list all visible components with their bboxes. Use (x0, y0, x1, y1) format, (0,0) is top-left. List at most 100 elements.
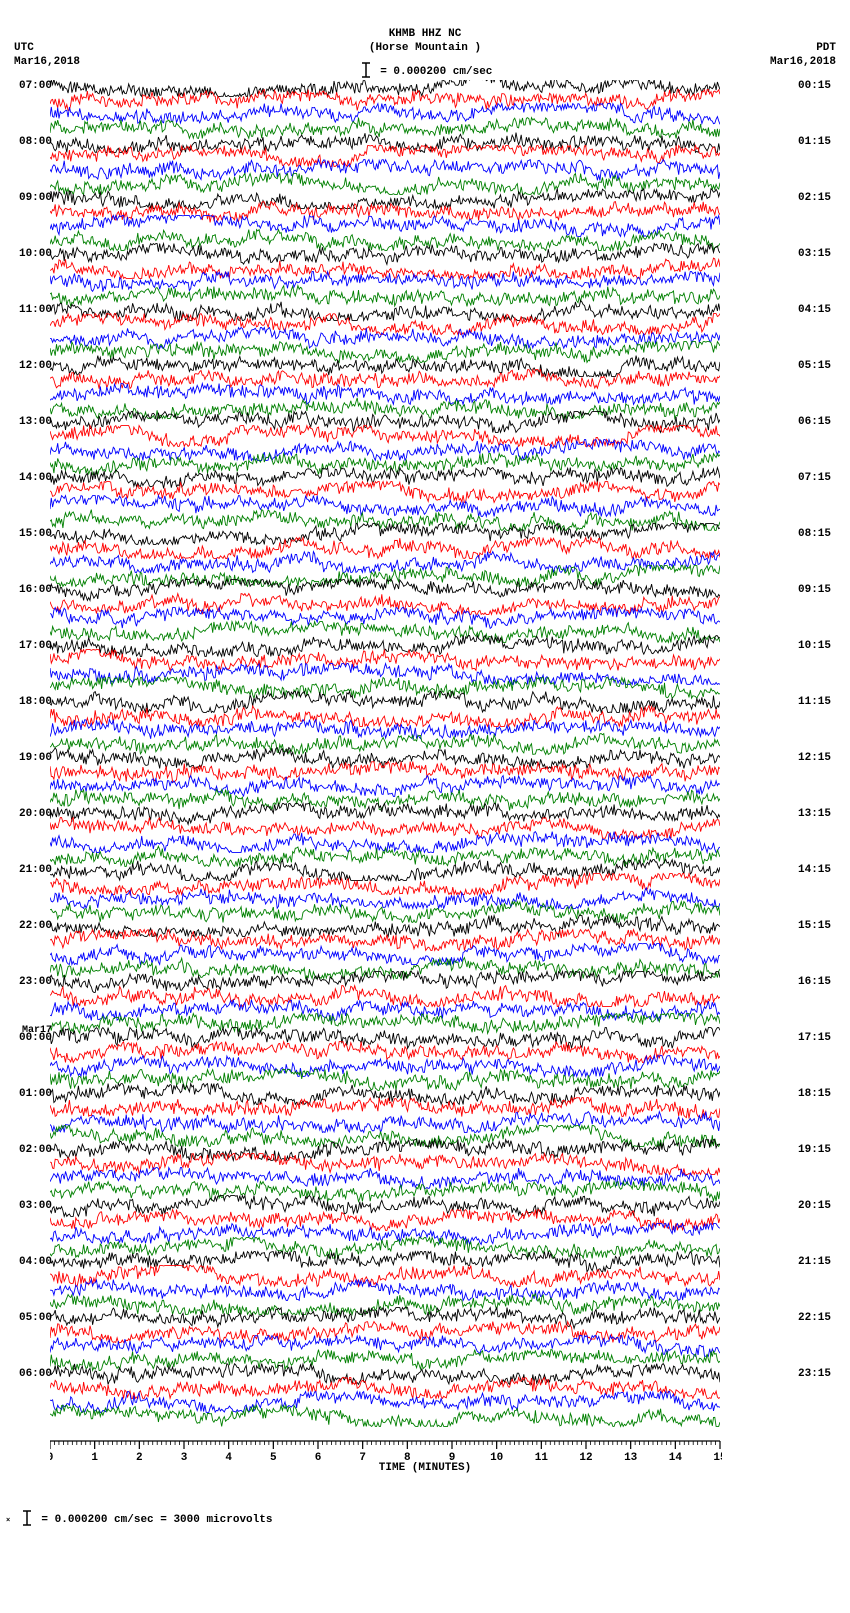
trace-row (50, 1210, 720, 1231)
trace-row (50, 1028, 720, 1049)
pdt-hour-label: 16:15 (798, 976, 840, 988)
trace-row (50, 1392, 720, 1413)
pdt-hour-label: 10:15 (798, 640, 840, 652)
trace-row (50, 1378, 720, 1399)
utc-hour-label: 20:00 (10, 808, 52, 820)
right-date: Mar16,2018 (770, 56, 836, 68)
trace-row (50, 818, 720, 839)
trace-row (50, 1168, 720, 1189)
pdt-hour-label: 09:15 (798, 584, 840, 596)
trace-row (50, 986, 720, 1007)
utc-hour-label: 22:00 (10, 920, 52, 932)
trace-row (50, 230, 720, 251)
trace-row (50, 482, 720, 503)
utc-hour-label: 11:00 (10, 304, 52, 316)
pdt-hour-label: 08:15 (798, 528, 840, 540)
utc-hour-label: 10:00 (10, 248, 52, 260)
pdt-hour-label: 13:15 (798, 808, 840, 820)
pdt-hour-label: 20:15 (798, 1200, 840, 1212)
trace-row (50, 1112, 720, 1133)
utc-hour-label: 19:00 (10, 752, 52, 764)
trace-row (50, 1140, 720, 1161)
trace-row (50, 762, 720, 782)
trace-row (50, 216, 720, 237)
trace-row (50, 286, 720, 307)
trace-row (50, 1406, 720, 1427)
scale-bar-icon (358, 62, 374, 78)
trace-row (50, 104, 720, 125)
left-date: Mar16,2018 (14, 56, 80, 68)
trace-row (50, 1308, 720, 1329)
trace-row (50, 1042, 720, 1063)
scale-legend: = 0.000200 cm/sec (0, 62, 850, 78)
pdt-hour-label: 15:15 (798, 920, 840, 932)
utc-hour-label: 08:00 (10, 136, 52, 148)
utc-hour-label: 17:00 (10, 640, 52, 652)
utc-hour-label: 07:00 (10, 80, 52, 92)
trace-row (50, 622, 720, 643)
midnight-date-label: Mar17 (10, 1025, 52, 1036)
trace-row (50, 496, 720, 517)
trace-row (50, 720, 720, 739)
trace-row (50, 1336, 720, 1357)
pdt-hour-label: 14:15 (798, 864, 840, 876)
trace-row (50, 356, 720, 377)
utc-hour-label: 12:00 (10, 360, 52, 372)
footer-marker-icon: × (6, 1517, 12, 1525)
pdt-hour-label: 03:15 (798, 248, 840, 260)
pdt-hour-label: 12:15 (798, 752, 840, 764)
trace-row (50, 412, 720, 433)
header: KHMB HHZ NC (Horse Mountain ) = 0.000200… (0, 0, 850, 80)
pdt-hour-label: 04:15 (798, 304, 840, 316)
pdt-hour-label: 07:15 (798, 472, 840, 484)
x-axis-title: TIME (MINUTES) (0, 1462, 850, 1474)
trace-row (50, 538, 720, 559)
trace-row (50, 860, 720, 881)
utc-hour-label: 06:00 (10, 1368, 52, 1380)
trace-row (50, 90, 720, 111)
trace-row (50, 594, 720, 615)
trace-row (50, 342, 720, 363)
trace-row (50, 440, 720, 461)
utc-hour-label: 23:00 (10, 976, 52, 988)
trace-row (50, 468, 720, 489)
right-timezone: PDT (816, 42, 836, 54)
trace-row (50, 1224, 720, 1245)
pdt-hour-label: 02:15 (798, 192, 840, 204)
utc-hour-label: 04:00 (10, 1256, 52, 1268)
pdt-hour-label: 21:15 (798, 1256, 840, 1268)
footer-scale: × = 0.000200 cm/sec = 3000 microvolts (6, 1510, 850, 1526)
footer-text: = 0.000200 cm/sec = 3000 microvolts (41, 1514, 272, 1526)
trace-row (50, 650, 720, 671)
trace-row (50, 301, 720, 321)
pdt-hour-label: 06:15 (798, 416, 840, 428)
trace-row (50, 692, 720, 713)
utc-hour-label: 13:00 (10, 416, 52, 428)
utc-hour-label: 09:00 (10, 192, 52, 204)
trace-row (50, 384, 720, 405)
trace-row (50, 1098, 720, 1119)
trace-row (50, 1182, 720, 1202)
trace-row (50, 174, 720, 195)
left-timezone: UTC (14, 42, 34, 54)
utc-hour-label: 01:00 (10, 1088, 52, 1100)
trace-row (50, 874, 720, 895)
utc-hour-label: 03:00 (10, 1200, 52, 1212)
helicorder-container: KHMB HHZ NC (Horse Mountain ) = 0.000200… (0, 0, 850, 1526)
trace-row (50, 902, 720, 923)
trace-row (50, 944, 720, 965)
pdt-hour-label: 01:15 (798, 136, 840, 148)
pdt-hour-label: 11:15 (798, 696, 840, 708)
pdt-hour-label: 19:15 (798, 1144, 840, 1156)
trace-row (50, 1280, 720, 1301)
station-title: KHMB HHZ NC (0, 28, 850, 40)
trace-row (50, 608, 720, 629)
trace-row (50, 1154, 720, 1175)
trace-row (50, 80, 720, 96)
trace-row (50, 118, 720, 139)
trace-row (50, 510, 720, 531)
utc-hour-label: 18:00 (10, 696, 52, 708)
location-title: (Horse Mountain ) (0, 42, 850, 54)
trace-row (50, 566, 720, 587)
pdt-hour-label: 23:15 (798, 1368, 840, 1380)
